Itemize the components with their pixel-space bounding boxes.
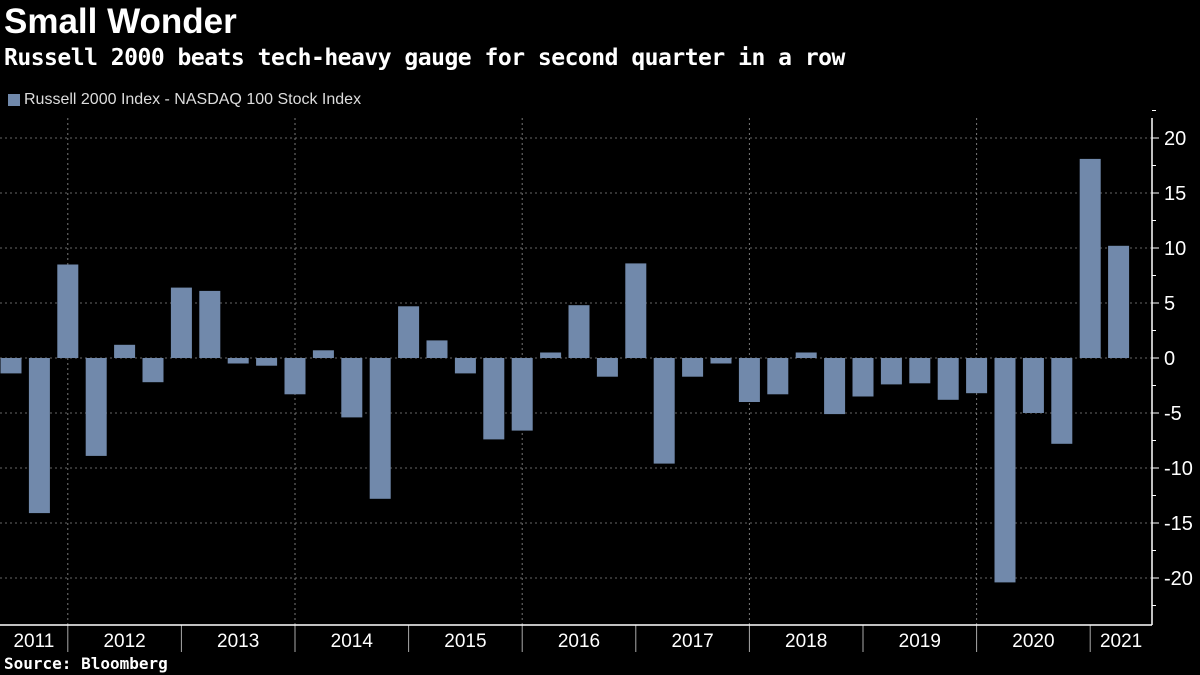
- x-tick-label: 2014: [331, 631, 374, 652]
- y-tick-label: 5: [1164, 293, 1175, 315]
- y-tick-label: -15: [1164, 513, 1193, 535]
- bar: 2012 Q1: -8.9: [85, 358, 107, 456]
- x-tick-label: 2017: [671, 631, 713, 652]
- bar: 2012 Q2: 1.2: [114, 344, 136, 358]
- x-tick-label: 2019: [899, 631, 941, 652]
- bar: 2011 Q2: -1.4: [0, 358, 22, 374]
- bar: 2016 Q3: -1.7: [596, 358, 618, 377]
- y-tick-label: 15: [1164, 183, 1186, 205]
- x-tick-label: 2016: [558, 631, 600, 652]
- bar: 2020 Q4: 18.1: [1079, 158, 1101, 358]
- bar: 2014 Q2: -5.4: [341, 358, 363, 418]
- bar: 2019 Q2: -2.3: [909, 358, 931, 384]
- bar: 2018 Q2: 0.5: [795, 352, 817, 358]
- bar: 2020 Q2: -5: [1022, 358, 1044, 413]
- bar: 2016 Q4: 8.6: [625, 263, 647, 358]
- bar: 2017 Q3: -0.5: [710, 358, 732, 364]
- bar: 2016 Q2: 4.8: [568, 305, 590, 358]
- bar: 2020 Q1: -20.4: [994, 358, 1016, 583]
- x-tick-label: 2015: [444, 631, 486, 652]
- x-tick-label: 2021: [1100, 631, 1142, 652]
- y-tick-label: 20: [1164, 128, 1186, 150]
- bar: 2017 Q4: -4: [738, 358, 760, 402]
- bar: 2017 Q1: -9.6: [653, 358, 675, 464]
- x-tick-label: 2018: [785, 631, 827, 652]
- bar: 2015 Q2: -1.4: [454, 358, 476, 374]
- y-tick-label: 10: [1164, 238, 1186, 260]
- bar: 2020 Q3: -7.8: [1051, 358, 1073, 444]
- bar: 2014 Q3: -12.8: [369, 358, 391, 499]
- y-tick-label: 0: [1164, 348, 1175, 370]
- x-tick-label: 2020: [1012, 631, 1054, 652]
- bar: 2012 Q3: -2.2: [142, 358, 164, 383]
- x-tick-label: 2011: [13, 631, 54, 652]
- bar: 2011 Q3: -14.1: [28, 358, 50, 514]
- source-note: Source: Bloomberg: [4, 654, 168, 673]
- bar: 2019 Q1: -2.4: [880, 358, 902, 385]
- bar: 2017 Q2: -1.7: [682, 358, 704, 377]
- bar: 2014 Q4: 4.7: [398, 306, 420, 358]
- bar: 2013 Q2: -0.5: [227, 358, 249, 364]
- x-tick-label: 2013: [217, 631, 259, 652]
- y-tick-label: -20: [1164, 568, 1193, 590]
- bar: 2014 Q1: 0.7: [312, 350, 334, 358]
- bar: 2019 Q3: -3.8: [937, 358, 959, 400]
- bar: 2013 Q4: -3.3: [284, 358, 306, 395]
- legend-label: Russell 2000 Index - NASDAQ 100 Stock In…: [24, 91, 362, 108]
- legend: Russell 2000 Index - NASDAQ 100 Stock In…: [8, 91, 361, 109]
- bar: 2011 Q4: 8.5: [57, 264, 79, 358]
- bar: 2021 Q1: 10.2: [1108, 245, 1130, 358]
- y-tick-label: -10: [1164, 458, 1193, 480]
- y-tick-label: -5: [1164, 403, 1182, 425]
- bar: 2013 Q1: 6.1: [199, 290, 221, 358]
- bar: 2016 Q1: 0.5: [540, 352, 562, 358]
- bar: 2015 Q3: -7.4: [483, 358, 505, 440]
- bar: 2015 Q4: -6.6: [511, 358, 533, 431]
- bar: 2018 Q1: -3.3: [767, 358, 789, 395]
- x-tick-label: 2012: [103, 631, 145, 652]
- chart-subtitle: Russell 2000 beats tech-heavy gauge for …: [4, 45, 845, 71]
- bar: 2012 Q4: 6.4: [170, 287, 192, 358]
- bar: 2018 Q4: -3.5: [852, 358, 874, 397]
- bar: 2019 Q4: -3.2: [966, 358, 988, 394]
- bar: 2018 Q3: -5.1: [824, 358, 846, 415]
- bar: 2013 Q3: -0.7: [256, 358, 278, 366]
- chart-title: Small Wonder: [4, 2, 237, 41]
- bar: 2015 Q1: 1.6: [426, 340, 448, 358]
- legend-swatch: [8, 94, 20, 106]
